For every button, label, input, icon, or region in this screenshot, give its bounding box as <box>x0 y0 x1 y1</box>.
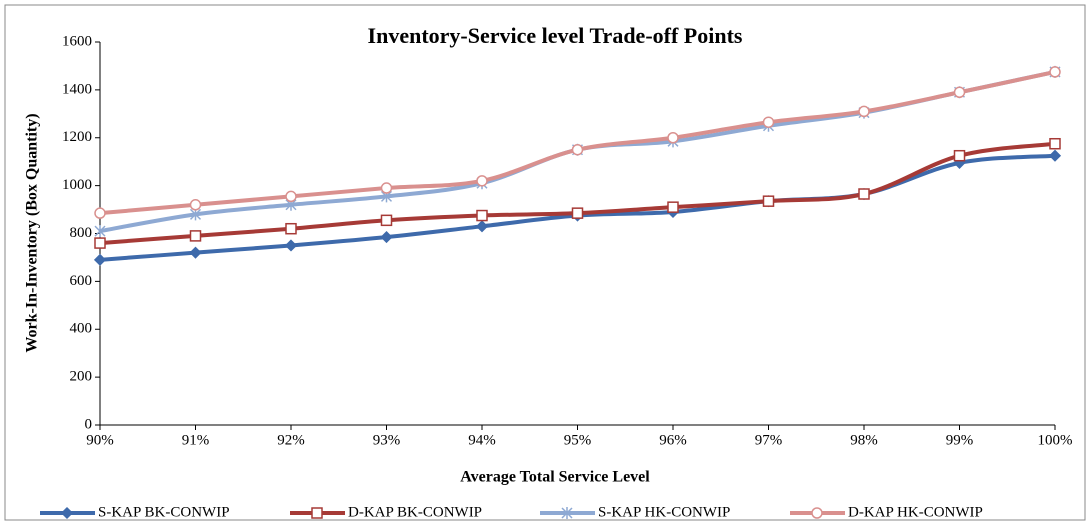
y-tick-label: 400 <box>70 321 93 337</box>
legend-label: D-KAP HK-CONWIP <box>848 504 983 520</box>
marker <box>476 209 488 222</box>
marker <box>60 506 74 520</box>
marker <box>380 214 393 227</box>
y-tick-label: 1200 <box>62 129 92 145</box>
marker <box>189 199 202 211</box>
y-tick-label: 1400 <box>62 81 92 97</box>
x-tick-label: 96% <box>659 432 687 448</box>
y-tick-label: 800 <box>70 225 93 241</box>
marker <box>858 188 870 200</box>
x-tick-label: 94% <box>468 432 496 448</box>
marker <box>762 195 775 207</box>
marker <box>762 116 775 128</box>
legend-label: S-KAP BK-CONWIP <box>98 504 230 520</box>
x-tick-label: 97% <box>755 432 783 448</box>
marker <box>93 253 107 266</box>
legend-label: S-KAP HK-CONWIP <box>598 504 730 520</box>
marker <box>858 105 870 118</box>
marker <box>380 182 393 194</box>
marker <box>94 207 106 219</box>
y-tick-label: 600 <box>70 273 93 289</box>
marker <box>380 231 393 244</box>
y-tick-label: 0 <box>85 416 93 432</box>
marker <box>475 220 489 233</box>
marker <box>189 230 202 242</box>
marker <box>476 175 488 187</box>
marker <box>1049 137 1061 150</box>
marker <box>953 86 966 99</box>
x-tick-label: 91% <box>182 432 210 448</box>
marker <box>94 237 106 249</box>
marker <box>561 507 573 519</box>
x-tick-label: 98% <box>850 432 878 448</box>
x-tick-label: 99% <box>946 432 974 448</box>
y-tick-label: 1600 <box>62 33 92 49</box>
chart-border <box>4 4 1086 521</box>
marker <box>811 507 823 519</box>
marker <box>1049 66 1061 78</box>
x-tick-label: 92% <box>277 432 305 448</box>
x-tick-label: 95% <box>564 432 592 448</box>
marker <box>667 201 679 213</box>
chart-title: Inventory-Service level Trade-off Points <box>368 23 743 48</box>
marker <box>1048 149 1062 162</box>
marker <box>667 132 679 144</box>
marker <box>571 143 584 156</box>
marker <box>285 190 297 203</box>
marker <box>311 507 323 519</box>
x-tick-label: 90% <box>86 432 114 448</box>
marker <box>189 246 202 259</box>
marker <box>571 207 584 219</box>
y-tick-label: 1000 <box>62 177 92 193</box>
marker <box>94 225 106 238</box>
legend-label: D-KAP BK-CONWIP <box>348 504 482 520</box>
y-axis-title: Work-In-Inventory (Box Quantity) <box>24 113 41 352</box>
x-tick-label: 100% <box>1038 432 1073 448</box>
x-tick-label: 93% <box>373 432 401 448</box>
marker <box>953 149 966 162</box>
marker <box>285 222 297 235</box>
marker <box>284 239 298 252</box>
x-axis-title: Average Total Service Level <box>460 469 650 486</box>
y-tick-label: 200 <box>70 369 93 385</box>
